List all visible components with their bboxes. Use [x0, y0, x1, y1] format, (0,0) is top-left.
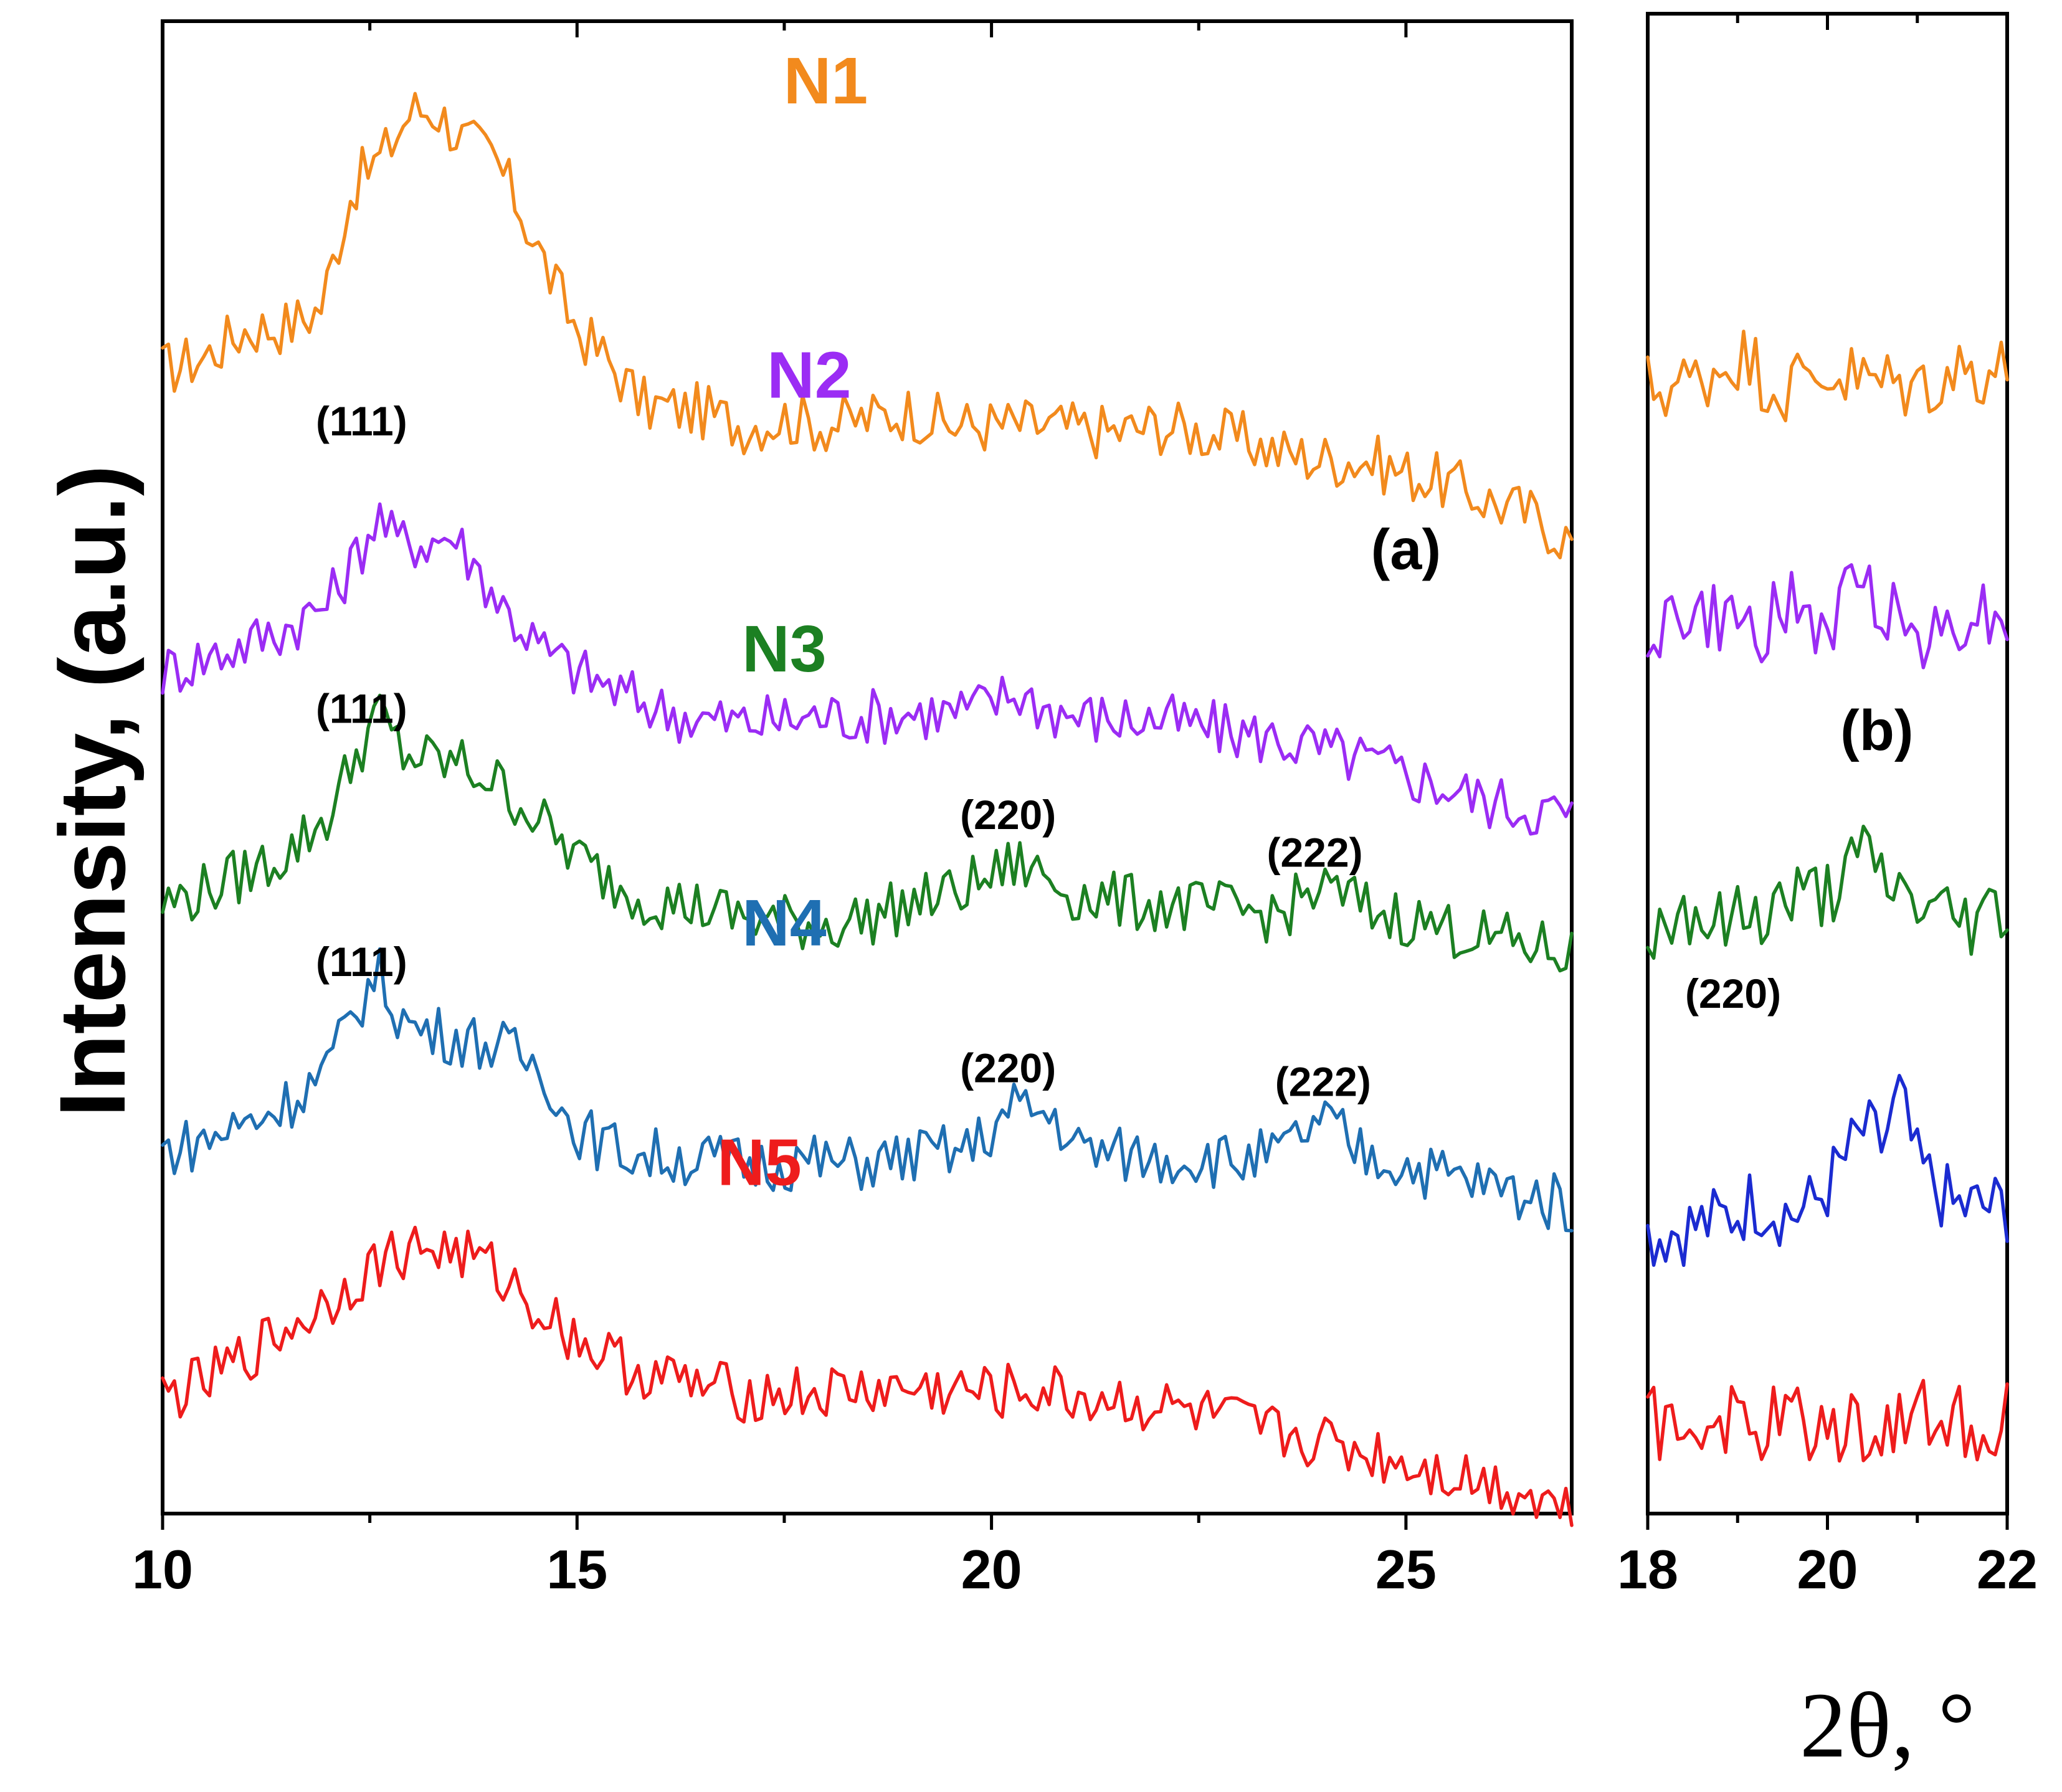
- peak-label: (111): [316, 686, 407, 732]
- x-tick-label: 20: [961, 1538, 1022, 1600]
- x-tick-label: 18: [1617, 1538, 1678, 1600]
- panel-b-peak-labels: (220): [1685, 970, 1781, 1017]
- panel-a-peak-labels: (111) (111) (111) (220) (222) (220) (222): [316, 398, 1371, 1105]
- panel-b: 18 20 22 (220) (b): [1617, 12, 2038, 1600]
- series-label-N1: N1: [784, 44, 868, 118]
- peak-label: (111): [316, 398, 407, 444]
- peak-label: (111): [316, 939, 407, 985]
- panel-b-x-axis: 18 20 22: [1617, 14, 2038, 1600]
- trace-N3: [161, 693, 1574, 973]
- x-tick-label: 25: [1375, 1538, 1437, 1600]
- series-label-N4: N4: [742, 886, 827, 960]
- x-axis-title: 2θ, °: [1800, 1674, 1975, 1777]
- series-label-N3: N3: [742, 612, 827, 686]
- y-axis-title: Intensity, (a.u.): [40, 465, 145, 1117]
- trace-N5: [1646, 1378, 2009, 1463]
- trace-N1: [161, 92, 1574, 560]
- peak-label: (222): [1275, 1059, 1371, 1105]
- x-tick-label: 20: [1797, 1538, 1858, 1600]
- panel-a-series-labels: N1 N2 N3 N4 N5: [717, 44, 868, 1200]
- series-label-N2: N2: [767, 338, 852, 412]
- panel-a: 10 15 20 25 (111)(111)(111)(220)(222)(220)(…: [132, 19, 1574, 1600]
- x-tick-label: 10: [132, 1538, 193, 1600]
- peak-label: (220): [960, 792, 1056, 838]
- panel-a-x-axis: 10 15 20 25: [132, 21, 1437, 1600]
- panel-b-traces: [1646, 329, 2009, 1463]
- trace-N5: [161, 1225, 1574, 1527]
- peak-label: (220): [960, 1045, 1056, 1091]
- trace-N1: [1646, 329, 2009, 423]
- panel-b-label: (b): [1840, 699, 1913, 762]
- panel-b-frame: [1646, 12, 2009, 1515]
- x-tick-label: 15: [546, 1538, 607, 1600]
- peak-label: (220): [1685, 970, 1781, 1017]
- x-tick-label: 22: [1977, 1538, 2038, 1600]
- series-label-N5: N5: [717, 1126, 802, 1199]
- trace-N2: [1646, 563, 2009, 670]
- trace-N2: [161, 502, 1574, 836]
- panel-a-frame: [161, 19, 1574, 1515]
- panel-a-traces: [161, 92, 1574, 1527]
- peak-label: (222): [1266, 829, 1362, 875]
- trace-N4: [1646, 1074, 2009, 1268]
- trace-N4: [161, 947, 1574, 1233]
- trace-N3: [1646, 824, 2009, 960]
- panel-a-label: (a): [1371, 518, 1441, 581]
